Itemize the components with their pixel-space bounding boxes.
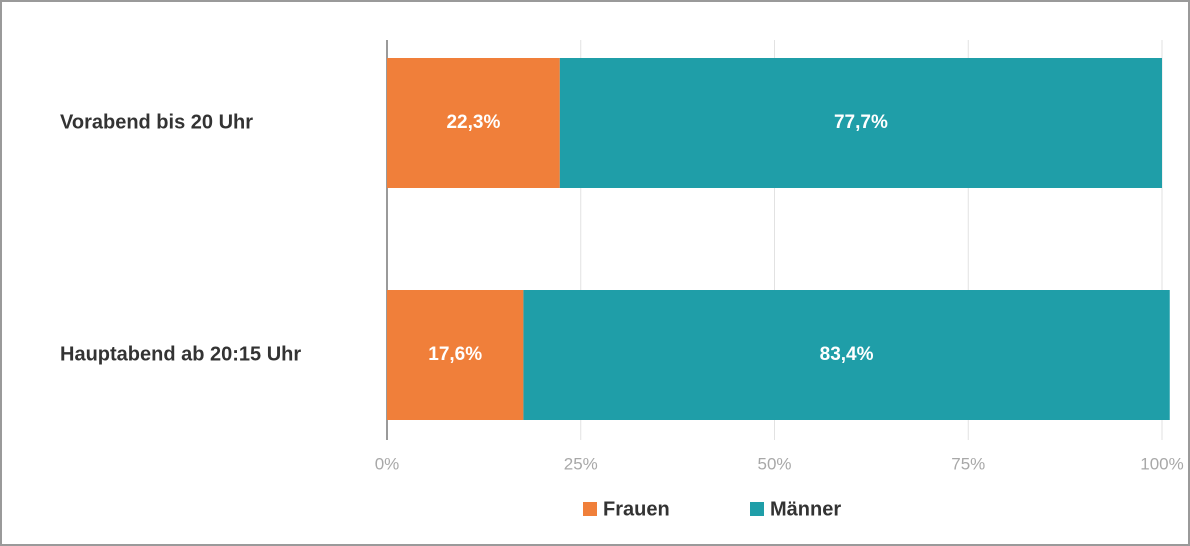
bar-segment: [387, 290, 524, 420]
legend-swatch: [583, 502, 597, 516]
data-label: 83,4%: [820, 344, 874, 365]
x-tick-label: 100%: [1140, 454, 1183, 473]
x-tick-label: 50%: [757, 454, 791, 473]
legend-swatch: [750, 502, 764, 516]
data-label: 77,7%: [834, 112, 888, 133]
legend-label: Männer: [770, 498, 841, 520]
y-tick-label: Hauptabend ab 20:15 Uhr: [60, 343, 301, 365]
x-tick-label: 25%: [564, 454, 598, 473]
data-label: 22,3%: [446, 112, 500, 133]
bar-segment: [559, 58, 1162, 188]
legend-label: Frauen: [603, 498, 670, 520]
y-tick-label: Vorabend bis 20 Uhr: [60, 111, 253, 133]
data-label: 17,6%: [428, 344, 482, 365]
x-tick-label: 75%: [951, 454, 985, 473]
x-tick-label: 0%: [375, 454, 400, 473]
bar-segment: [523, 290, 1170, 420]
bar-segment: [387, 58, 560, 188]
